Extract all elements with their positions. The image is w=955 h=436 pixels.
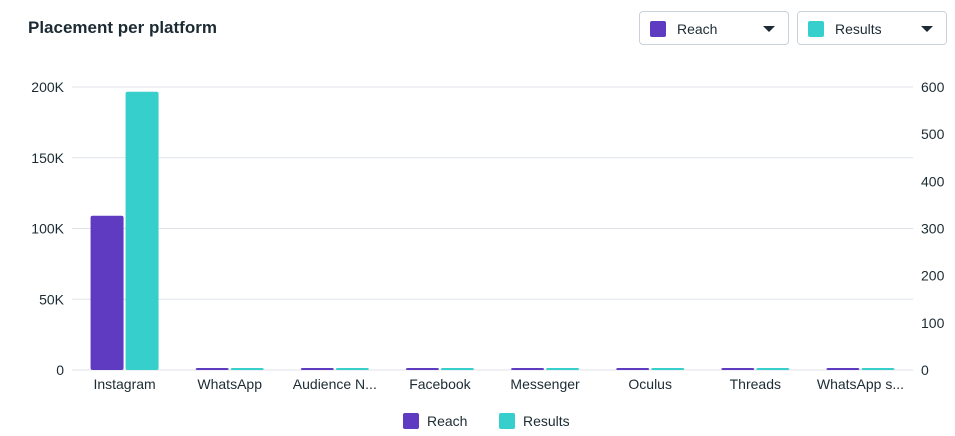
bar-results bbox=[861, 368, 895, 370]
y-left-tick-label: 100K bbox=[31, 221, 64, 237]
bar-results bbox=[125, 91, 159, 370]
x-tick-label: WhatsApp s... bbox=[817, 376, 904, 392]
caret-down-icon bbox=[763, 26, 775, 32]
right-metric-label: Results bbox=[835, 21, 882, 37]
y-right-tick-label: 100 bbox=[921, 315, 945, 331]
chart-title: Placement per platform bbox=[28, 18, 217, 37]
bar-reach bbox=[195, 368, 229, 370]
legend-swatch-reach bbox=[403, 413, 419, 429]
bar-results bbox=[440, 368, 474, 370]
y-right-tick-label: 500 bbox=[921, 126, 945, 142]
y-left-tick-label: 0 bbox=[56, 362, 64, 378]
bar-reach bbox=[405, 368, 439, 370]
x-tick-label: Messenger bbox=[510, 376, 580, 392]
y-left-tick-label: 50K bbox=[39, 291, 65, 307]
y-right-tick-label: 300 bbox=[921, 221, 945, 237]
x-tick-label: Instagram bbox=[93, 376, 155, 392]
y-right-tick-label: 400 bbox=[921, 173, 945, 189]
right-metric-dropdown[interactable]: Results bbox=[797, 11, 947, 45]
left-metric-label: Reach bbox=[677, 21, 718, 37]
reach-color-swatch bbox=[650, 21, 666, 37]
bar-results bbox=[335, 368, 369, 370]
legend-swatch-results bbox=[499, 413, 515, 429]
results-color-swatch bbox=[808, 21, 824, 37]
bar-results bbox=[230, 368, 264, 370]
bar-reach bbox=[616, 368, 650, 370]
legend-label-results: Results bbox=[523, 413, 570, 429]
bar-reach bbox=[721, 368, 755, 370]
left-metric-dropdown[interactable]: Reach bbox=[639, 11, 789, 45]
x-tick-label: Oculus bbox=[628, 376, 672, 392]
chart-legend: Reach Results bbox=[0, 412, 955, 432]
y-right-tick-label: 200 bbox=[921, 268, 945, 284]
bar-results bbox=[546, 368, 580, 370]
y-left-tick-label: 150K bbox=[31, 150, 64, 166]
bar-results bbox=[651, 368, 685, 370]
y-right-tick-label: 600 bbox=[921, 79, 945, 95]
y-right-tick-label: 0 bbox=[921, 362, 929, 378]
bar-reach bbox=[511, 368, 545, 370]
bar-results bbox=[756, 368, 790, 370]
x-tick-label: Audience N... bbox=[293, 376, 377, 392]
x-tick-label: Facebook bbox=[409, 376, 471, 392]
bar-reach bbox=[826, 368, 860, 370]
x-tick-label: WhatsApp bbox=[197, 376, 262, 392]
bar-reach bbox=[90, 215, 124, 370]
legend-label-reach: Reach bbox=[427, 413, 468, 429]
y-left-tick-label: 200K bbox=[31, 79, 64, 95]
x-tick-label: Threads bbox=[730, 376, 781, 392]
caret-down-icon bbox=[921, 26, 933, 32]
bar-reach bbox=[300, 368, 334, 370]
